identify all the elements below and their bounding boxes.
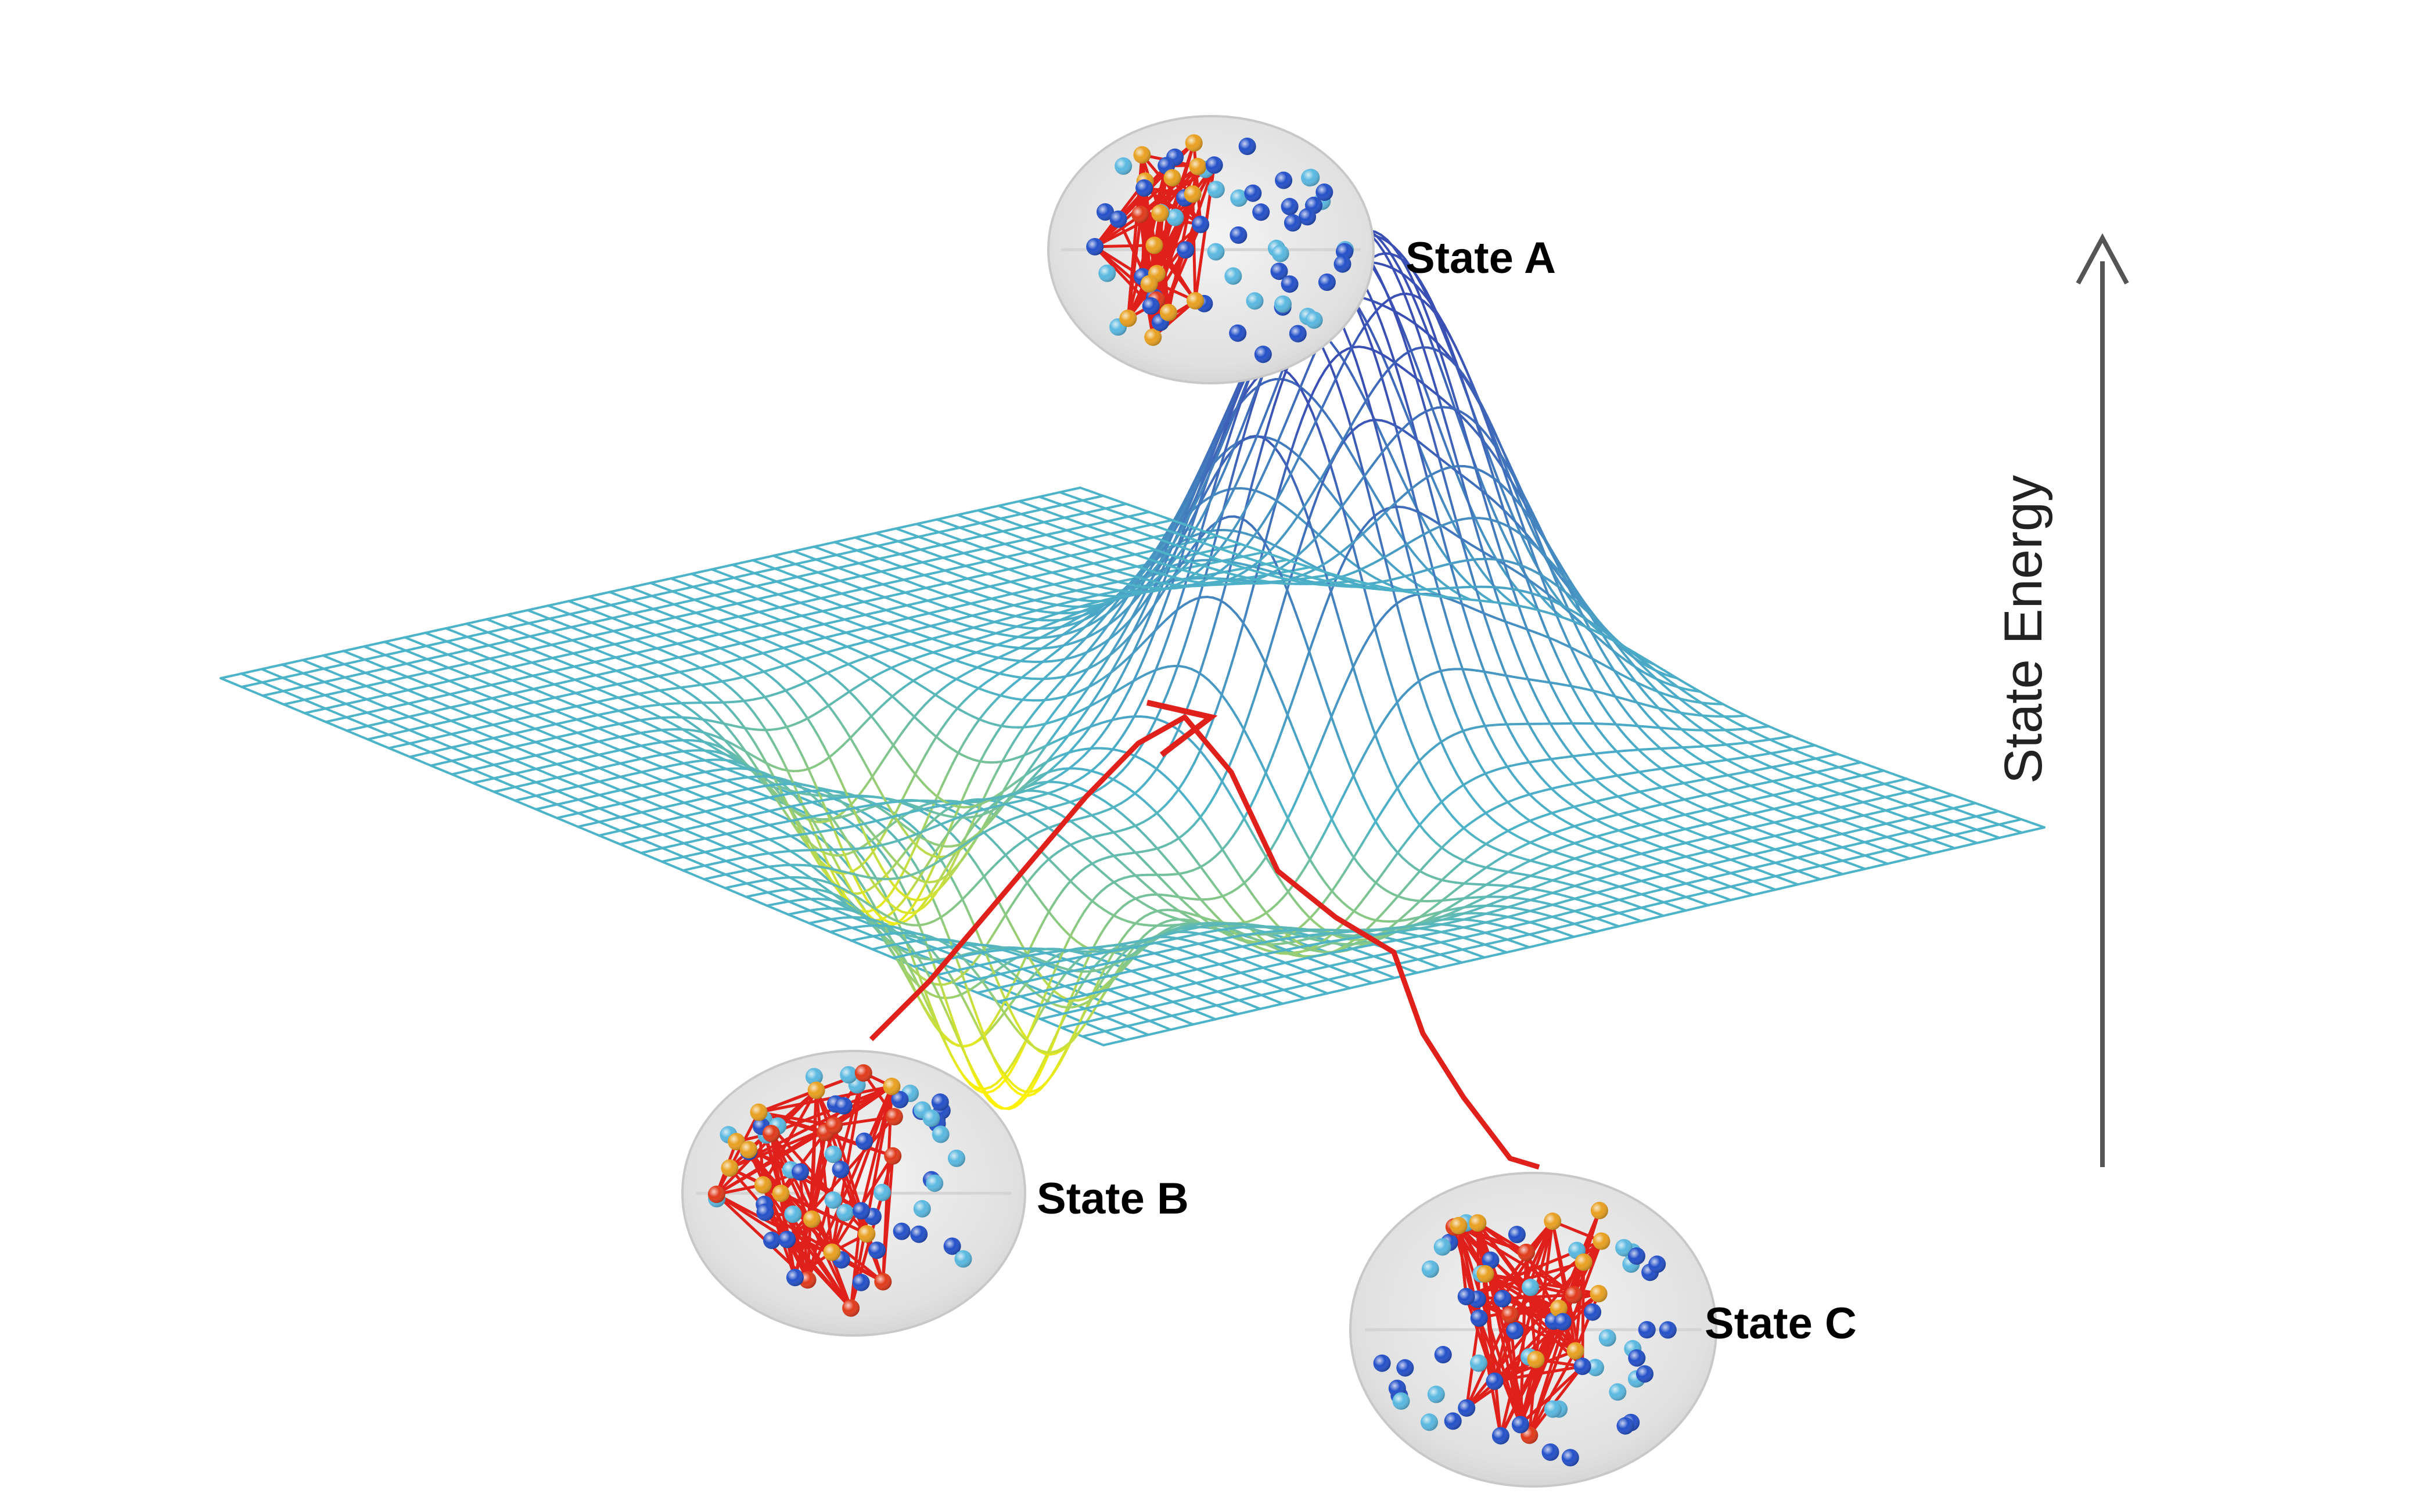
mesh-segment [990,697,998,706]
mesh-segment [1067,648,1076,657]
mesh-segment [1090,624,1098,633]
mesh-segment [882,854,890,864]
mesh-segment [973,760,982,774]
mesh-segment [710,710,719,718]
mesh-segment [853,727,861,736]
mesh-segment [962,694,971,703]
mesh-segment [924,744,932,757]
mesh-segment [990,731,998,743]
mesh-segment [1008,921,1017,935]
mesh-segment [1074,885,1083,893]
mesh-segment [897,841,906,851]
mesh-segment [918,884,926,898]
mesh-segment [864,716,872,724]
mesh-segment [712,728,721,736]
mesh-segment [728,728,736,738]
mesh-segment [1058,924,1067,933]
mesh-segment [1014,932,1023,945]
mesh-segment [951,751,959,765]
mesh-segment [984,703,993,712]
mesh-segment [969,855,977,865]
mesh-segment [886,829,895,837]
mesh-segment [929,736,938,747]
mesh-segment [1063,874,1072,882]
mesh-segment [996,844,1005,854]
mesh-segment [979,750,987,763]
mesh-segment [1036,895,1044,905]
mesh-segment [1018,984,1026,994]
mesh-segment [1073,643,1081,651]
mesh-segment [1052,862,1061,871]
mesh-segment [1056,974,1065,985]
mesh-segment [953,882,961,896]
mesh-segment [995,1077,1004,1085]
mesh-segment [731,711,740,721]
mesh-segment [734,735,742,746]
mesh-segment [918,703,927,712]
mesh-segment [957,741,965,754]
mesh-segment [984,740,993,753]
mesh-segment [1023,690,1031,699]
mesh-segment [1008,858,1016,867]
mesh-segment [1053,917,1061,927]
energy-landscape-mesh [220,224,2046,1110]
mesh-segment [990,838,999,847]
mesh-segment [975,862,983,874]
mesh-segment [932,897,940,913]
mesh-segment [940,719,949,730]
mesh-segment [858,722,866,730]
mesh-segment [986,880,994,893]
mesh-segment [935,727,943,739]
mesh-segment [984,833,993,841]
mesh-segment [1012,702,1020,711]
mesh-segment [968,771,976,786]
mesh-segment [1040,851,1049,859]
mesh-segment [940,773,948,788]
mesh-segment [1041,903,1050,913]
mesh-segment [902,722,910,732]
mesh-segment [876,846,885,856]
mesh-segment [968,724,976,735]
mesh-segment [829,850,837,863]
mesh-segment [946,762,954,776]
mesh-segment [946,712,954,722]
mesh-segment [902,786,910,800]
mesh-segment [923,873,932,887]
mesh-segment [885,890,893,901]
mesh-segment [1068,962,1076,970]
mesh-segment [1058,868,1066,877]
mesh-segment [726,705,734,714]
mesh-segment [997,901,1006,914]
mesh-segment [1009,1010,1018,1024]
mesh-segment [1030,887,1038,898]
mesh-segment [962,733,971,744]
mesh-segment [943,924,951,942]
mesh-segment [962,783,970,798]
mesh-segment [896,729,905,740]
mesh-segment [924,697,932,705]
mesh-segment [952,834,961,843]
mesh-segment [874,762,883,773]
mesh-segment [1006,708,1015,718]
mesh-segment [957,700,965,708]
mesh-segment [863,855,871,864]
mesh-segment [964,905,973,920]
mesh-segment [913,709,921,718]
mesh-segment [863,779,872,789]
mesh-segment [885,746,894,757]
mesh-segment [907,775,916,789]
mesh-segment [880,754,888,765]
mesh-segment [1001,715,1009,726]
mesh-segment [918,754,927,767]
mesh-segment [979,710,987,719]
mesh-segment [907,715,916,725]
mesh-segment [858,786,866,797]
mesh-segment [866,863,874,874]
mesh-segment [1029,685,1037,693]
